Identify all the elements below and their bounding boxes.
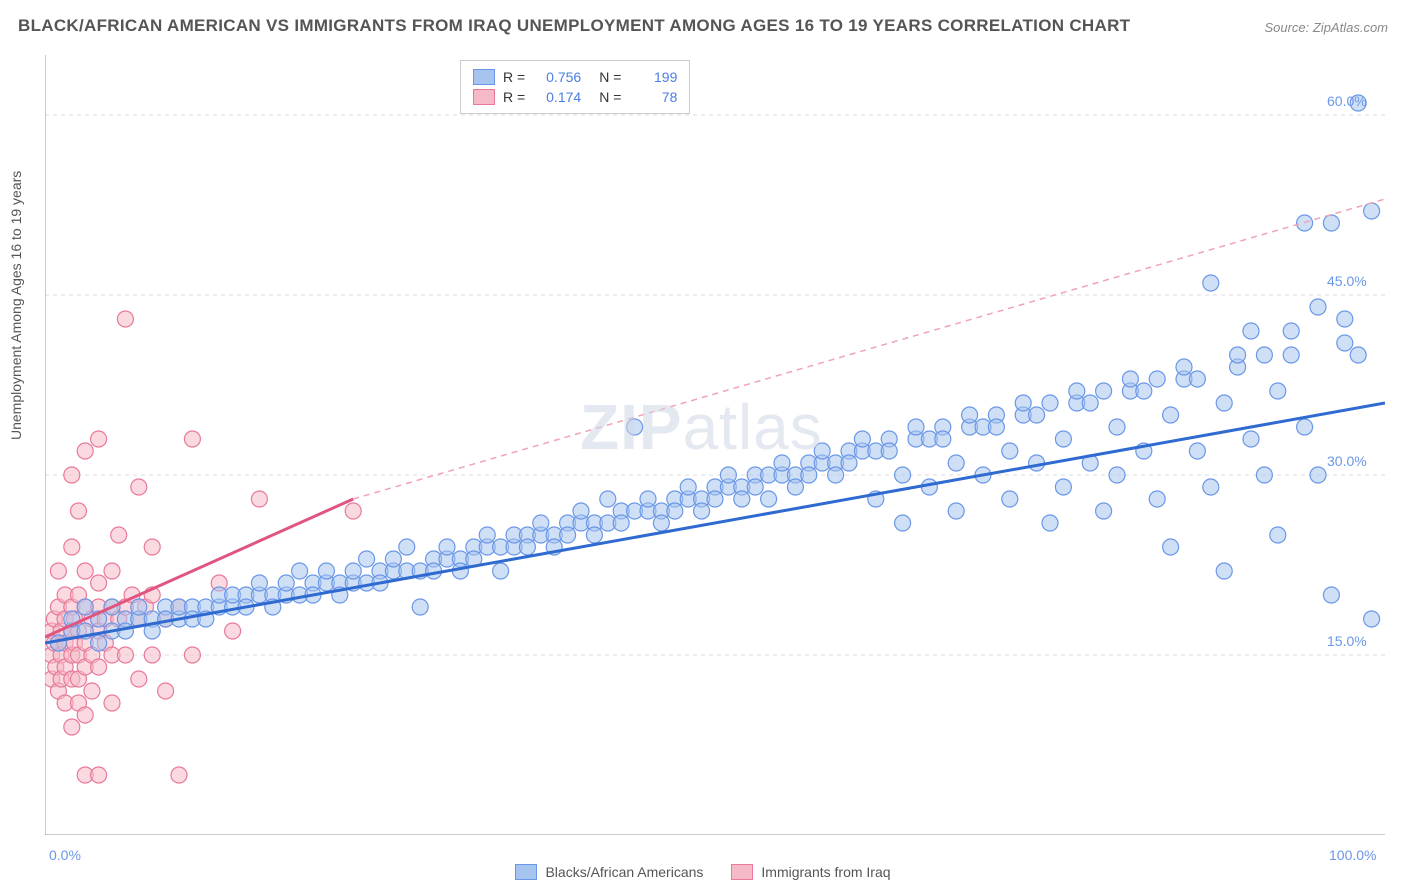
series-legend: Blacks/African Americans Immigrants from… bbox=[0, 864, 1406, 880]
legend-r-value: 0.756 bbox=[533, 69, 581, 85]
chart-title: BLACK/AFRICAN AMERICAN VS IMMIGRANTS FRO… bbox=[18, 16, 1130, 36]
legend-row: R = 0.174 N = 78 bbox=[473, 87, 677, 107]
stats-legend: R = 0.756 N = 199 R = 0.174 N = 78 bbox=[460, 60, 690, 114]
legend-swatch bbox=[731, 864, 753, 880]
source-attribution: Source: ZipAtlas.com bbox=[1264, 20, 1388, 35]
legend-swatch bbox=[515, 864, 537, 880]
legend-n-label: N = bbox=[599, 69, 621, 85]
plot-svg bbox=[45, 55, 1385, 835]
legend-row: R = 0.756 N = 199 bbox=[473, 67, 677, 87]
legend-n-value: 78 bbox=[629, 89, 677, 105]
series-legend-label: Immigrants from Iraq bbox=[761, 864, 890, 880]
legend-swatch bbox=[473, 89, 495, 105]
series-legend-item: Immigrants from Iraq bbox=[731, 864, 890, 880]
series-legend-label: Blacks/African Americans bbox=[545, 864, 703, 880]
legend-r-value: 0.174 bbox=[533, 89, 581, 105]
legend-r-label: R = bbox=[503, 69, 525, 85]
legend-r-label: R = bbox=[503, 89, 525, 105]
y-tick-label: 15.0% bbox=[1327, 633, 1367, 649]
legend-n-label: N = bbox=[599, 89, 621, 105]
series-legend-item: Blacks/African Americans bbox=[515, 864, 703, 880]
x-tick-label: 0.0% bbox=[49, 847, 81, 863]
x-tick-label: 100.0% bbox=[1329, 847, 1376, 863]
correlation-chart: BLACK/AFRICAN AMERICAN VS IMMIGRANTS FRO… bbox=[0, 0, 1406, 892]
y-tick-label: 60.0% bbox=[1327, 93, 1367, 109]
y-axis-label: Unemployment Among Ages 16 to 19 years bbox=[8, 171, 24, 440]
y-tick-label: 45.0% bbox=[1327, 273, 1367, 289]
legend-n-value: 199 bbox=[629, 69, 677, 85]
legend-swatch bbox=[473, 69, 495, 85]
y-tick-label: 30.0% bbox=[1327, 453, 1367, 469]
